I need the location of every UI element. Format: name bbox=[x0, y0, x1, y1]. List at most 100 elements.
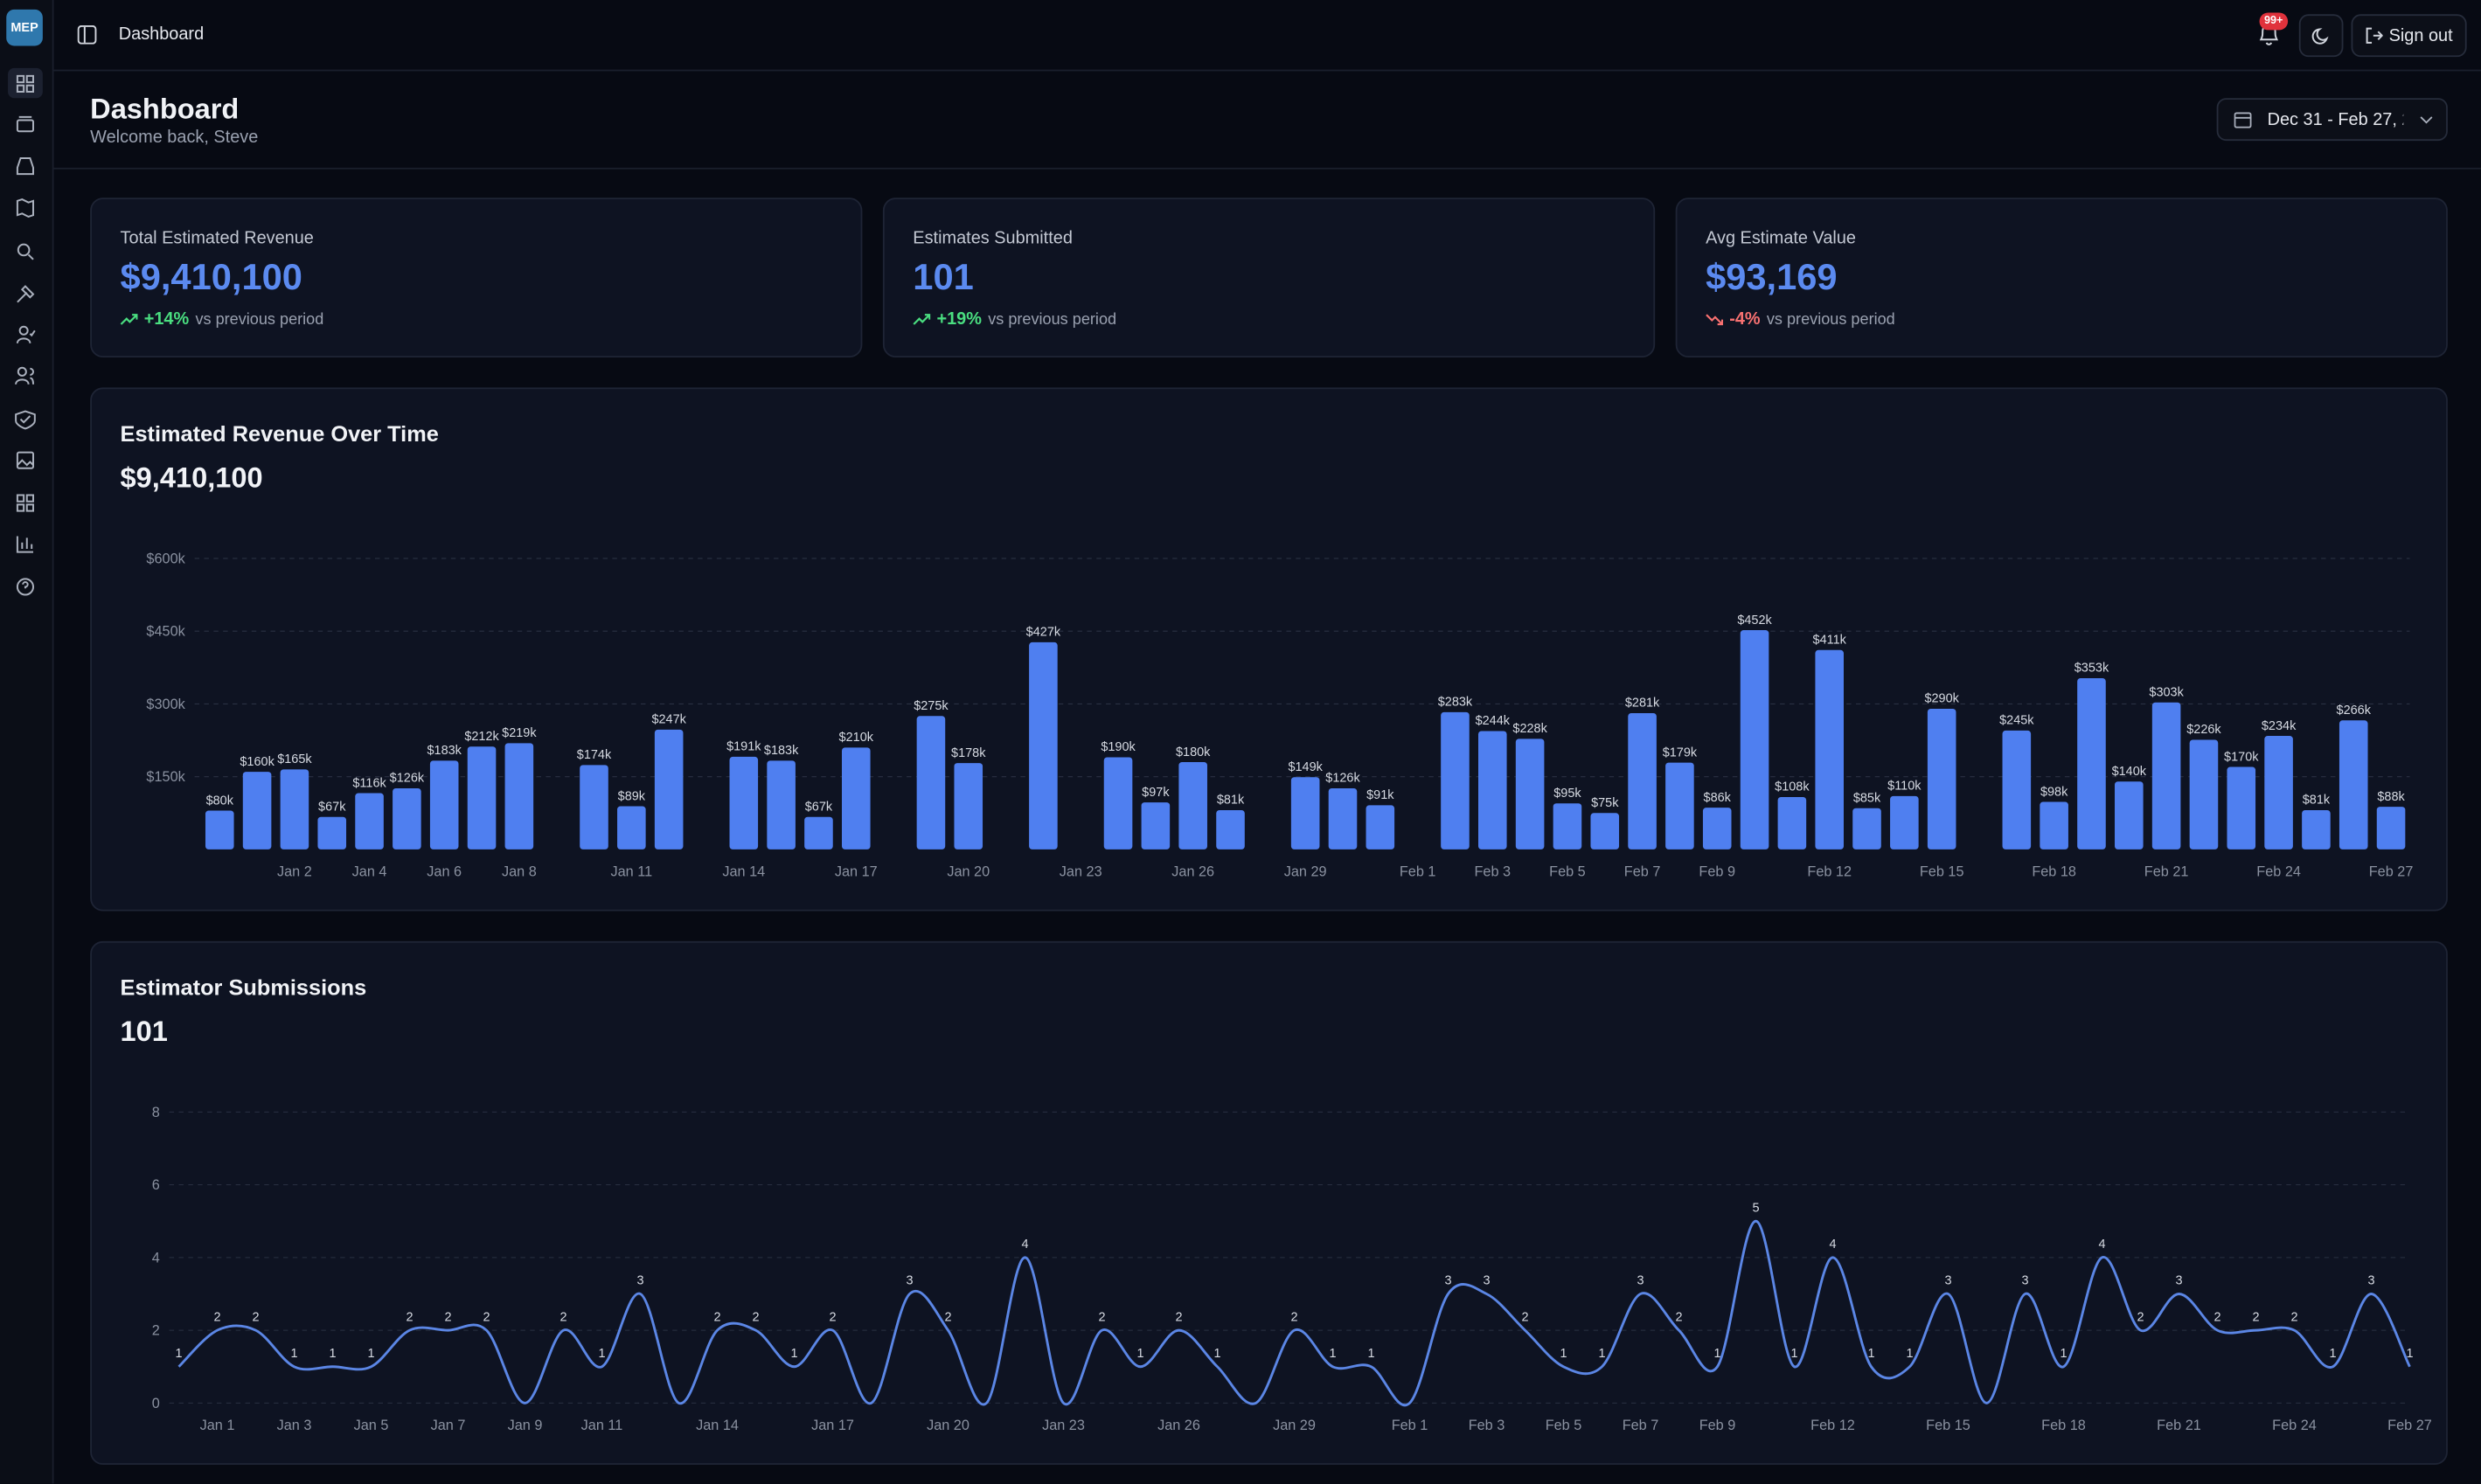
data-label: 2 bbox=[559, 1310, 566, 1324]
data-label: 3 bbox=[1637, 1274, 1644, 1288]
bar bbox=[429, 760, 459, 849]
sidebar-toggle[interactable] bbox=[77, 24, 97, 45]
data-label: 3 bbox=[2367, 1274, 2374, 1288]
data-label: 1 bbox=[1790, 1347, 1797, 1361]
bar bbox=[280, 769, 309, 849]
data-label: $191k bbox=[726, 740, 761, 754]
x-tick-label: Jan 26 bbox=[1171, 864, 1214, 880]
data-label: $266k bbox=[2337, 704, 2372, 718]
logo[interactable]: MEP bbox=[6, 9, 43, 46]
x-tick-label: Jan 23 bbox=[1060, 864, 1102, 880]
nav-icon[interactable] bbox=[16, 156, 35, 176]
kpi-value: $9,410,100 bbox=[120, 256, 302, 298]
bar bbox=[1665, 762, 1694, 849]
data-label: 2 bbox=[406, 1310, 413, 1324]
x-tick-label: Feb 9 bbox=[1699, 1418, 1736, 1433]
x-tick-label: Feb 7 bbox=[1623, 1418, 1659, 1433]
data-label: $210k bbox=[839, 731, 874, 745]
chevron bbox=[2420, 115, 2433, 123]
y-tick-label: 4 bbox=[152, 1250, 160, 1266]
data-label: $244k bbox=[1476, 714, 1511, 728]
trend-icon bbox=[120, 314, 138, 325]
nav-icon[interactable] bbox=[15, 410, 36, 430]
nav-icon[interactable] bbox=[16, 198, 35, 218]
nav-icon[interactable] bbox=[16, 494, 35, 512]
sign-out-icon bbox=[2366, 27, 2383, 44]
nav-icon[interactable] bbox=[16, 578, 35, 596]
data-label: $247k bbox=[651, 713, 686, 727]
data-label: 3 bbox=[906, 1274, 913, 1288]
data-label: $149k bbox=[1288, 760, 1323, 774]
data-label: 3 bbox=[1444, 1274, 1451, 1288]
divider bbox=[53, 167, 2481, 170]
trend-path bbox=[1706, 314, 1723, 326]
data-label: $86k bbox=[1704, 791, 1732, 805]
x-tick-label: Feb 12 bbox=[1807, 864, 1852, 880]
nav-icon[interactable] bbox=[17, 243, 34, 260]
x-tick-label: Jan 5 bbox=[354, 1418, 389, 1433]
x-tick-label: Jan 9 bbox=[508, 1418, 543, 1433]
bar bbox=[2339, 720, 2368, 849]
bar bbox=[242, 772, 272, 849]
x-tick-label: Jan 6 bbox=[427, 864, 462, 880]
sidebar: MEP bbox=[0, 0, 54, 1484]
nav-icon[interactable] bbox=[16, 325, 36, 343]
nav-icon[interactable] bbox=[15, 366, 35, 385]
data-label: 1 bbox=[598, 1347, 605, 1361]
nav-icon[interactable] bbox=[16, 74, 35, 93]
nav-icon[interactable] bbox=[16, 536, 34, 553]
data-label: 1 bbox=[1906, 1347, 1913, 1361]
bar bbox=[1777, 796, 1807, 849]
nav-icon[interactable] bbox=[17, 285, 35, 303]
y-tick-label: $450k bbox=[146, 624, 185, 640]
bar bbox=[1515, 739, 1545, 849]
data-label: 2 bbox=[1098, 1310, 1105, 1324]
revenue-chart: $150k $300k $450k $600k Jan 2 Jan 4 Jan 6 Jan 8… bbox=[146, 551, 2413, 880]
bar bbox=[1815, 649, 1844, 849]
kpi-change: +14% bbox=[143, 309, 190, 329]
kpi-label: Estimates Submitted bbox=[913, 229, 1073, 249]
data-label: 1 bbox=[1213, 1347, 1220, 1361]
x-tick-label: Jan 20 bbox=[927, 1418, 969, 1433]
data-label: 1 bbox=[290, 1347, 297, 1361]
bar bbox=[1702, 808, 1732, 849]
data-label: 1 bbox=[2060, 1347, 2067, 1361]
nav-icons[interactable] bbox=[0, 63, 52, 616]
x-tick-label: Jan 2 bbox=[277, 864, 312, 880]
x-tick-label: Jan 8 bbox=[502, 864, 537, 880]
data-label: 2 bbox=[213, 1310, 220, 1324]
data-label: $81k bbox=[1217, 794, 1245, 808]
breadcrumb[interactable]: Dashboard bbox=[118, 24, 205, 45]
bar bbox=[1890, 795, 1919, 849]
data-label: $116k bbox=[352, 776, 386, 790]
trend-icon bbox=[1706, 314, 1723, 326]
kpi-note: vs previous period bbox=[988, 310, 1117, 329]
kpi-value: 101 bbox=[913, 256, 974, 298]
x-tick-label: Feb 21 bbox=[2157, 1418, 2201, 1433]
submissions-chart: 0 2 4 6 8 Jan 1 Jan 3 Jan 5 Jan 7 Jan 9 Jan 11 Jan … bbox=[152, 1105, 2432, 1433]
data-label: 2 bbox=[1290, 1310, 1297, 1324]
nav-icon[interactable] bbox=[16, 115, 35, 133]
data-label: $126k bbox=[390, 772, 425, 786]
date-range-picker[interactable]: Dec 31 - Feb 27, 2 bbox=[2216, 98, 2448, 142]
theme-toggle[interactable] bbox=[2298, 14, 2344, 58]
data-label: 3 bbox=[2021, 1274, 2028, 1288]
bar bbox=[2189, 739, 2219, 849]
data-label: $281k bbox=[1625, 697, 1660, 711]
x-tick-label: Jan 4 bbox=[352, 864, 387, 880]
bar bbox=[767, 760, 796, 849]
nav-icon[interactable] bbox=[16, 451, 35, 469]
data-label: 1 bbox=[1367, 1347, 1374, 1361]
bar bbox=[916, 716, 946, 849]
data-label: $174k bbox=[577, 748, 612, 762]
x-tick-label: Jan 17 bbox=[835, 864, 878, 880]
x-tick-label: Jan 11 bbox=[611, 864, 653, 880]
data-label: 2 bbox=[752, 1310, 759, 1324]
kpi-card: Estimates Submitted 101 +19% vs previous pe… bbox=[882, 198, 1656, 358]
bar bbox=[1103, 757, 1133, 849]
bar bbox=[1553, 803, 1582, 849]
sign-out-button[interactable]: Sign out bbox=[2351, 14, 2467, 58]
x-tick-label: Jan 29 bbox=[1284, 864, 1327, 880]
